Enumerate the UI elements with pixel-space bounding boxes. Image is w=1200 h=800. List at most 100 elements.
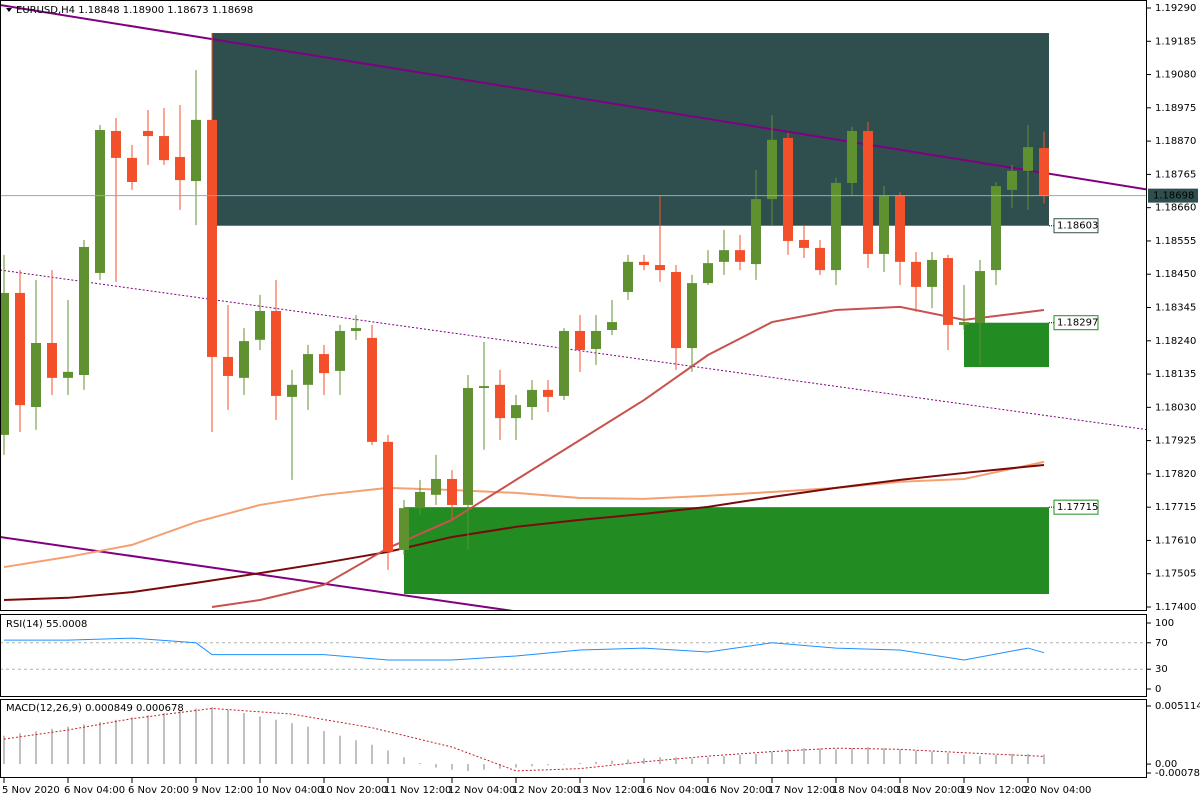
axes: 1.19290 1.19185 1.19080 1.18975 1.18870 1.187… [2,3,1200,796]
macd-bar [419,762,421,765]
macd-bar [323,731,325,765]
trend-line [0,4,1147,191]
y-tick-label: 1.19185 [1155,36,1196,47]
y-tick-label: 1.17610 [1155,535,1196,546]
macd-bar [403,757,405,765]
moving-average [3,464,1045,602]
candle-body [895,194,905,262]
candle-body [415,491,425,509]
macd-bar [755,753,757,765]
candle-body [655,265,665,271]
macd-bar [835,749,837,765]
candle-body [511,405,521,419]
candle-body [31,342,41,408]
macd-bar [1043,754,1045,765]
y-tick-label: 1.18030 [1155,402,1196,413]
macd-bar [67,726,69,765]
macd-bar [275,719,277,765]
y-tick-label: 1.18660 [1155,203,1196,214]
y-tick-label: 100 [1155,618,1174,629]
macd-bar [579,762,581,765]
candle-body [431,478,441,495]
rsi-line [4,637,1045,661]
y-tick-label: 30 [1155,664,1168,675]
candle-body [527,389,537,408]
macd-bar [387,750,389,765]
macd-frame [0,699,1147,778]
macd-bar [259,716,261,765]
candle-body [223,356,233,376]
main-frame [0,0,1147,611]
macd-bar [115,719,117,765]
y-tick-label: 1.18765 [1155,169,1196,180]
trend-line [0,536,521,611]
candle-body [111,130,121,158]
macd-bar [179,710,181,765]
macd-bar [803,748,805,765]
header-low: 1.18673 [167,5,208,16]
candle-body [591,330,601,350]
x-tick-label: 18 Nov 04:00 [832,785,899,796]
candle-body [447,478,457,505]
moving-average [211,305,1045,608]
candle-body [367,337,377,442]
macd-bar [227,709,229,765]
symbol: EURUSD,H4 [16,5,75,16]
header-close: 1.18698 [212,5,253,16]
candle-body [735,250,745,262]
candle-body [271,310,281,396]
macd-bar [691,758,693,765]
candle-body [831,182,841,271]
macd-bar [787,749,789,765]
candle-body [879,195,889,254]
candle-body [639,261,649,266]
macd-bar [1027,753,1029,765]
macd-bar [867,747,869,765]
macd-bar [339,735,341,765]
y-tick-label: -0.000786 [1155,768,1200,779]
macd-bar [211,707,213,765]
macd-bar [355,740,357,765]
macd-bar [83,724,85,765]
candle-body [15,292,25,406]
y-tick-label: 1.18240 [1155,336,1196,347]
candle-body [815,247,825,271]
candle-body [191,119,201,182]
menu-arrow[interactable] [6,8,12,12]
candle-body [607,322,617,331]
main-plot [0,4,1147,611]
x-tick-label: 17 Nov 12:00 [768,785,835,796]
header-open: 1.18848 [78,5,119,16]
x-tick-label: 12 Nov 20:00 [512,785,579,796]
candle-body [351,328,361,331]
candle-body [799,239,809,248]
y-tick-label: 1.17925 [1155,436,1196,447]
candle-body [0,292,9,435]
channel-line [0,269,1147,431]
last-price-box [1148,188,1198,203]
candle-body [255,310,265,340]
x-tick-label: 9 Nov 12:00 [192,785,253,796]
rsi-plot [0,637,1147,670]
macd-bar [851,748,853,765]
y-tick-label: 1.19290 [1155,3,1196,14]
macd-bar [931,751,933,765]
candle-body [463,388,473,505]
y-tick-label: 0 [1155,684,1161,695]
candle-body [495,384,505,419]
y-tick-label: 1.18975 [1155,103,1196,114]
candle-body [575,330,585,350]
y-tick-label: 70 [1155,638,1168,649]
x-tick-label: 18 Nov 20:00 [896,785,963,796]
zone [404,507,1049,595]
macd-bar [19,733,21,765]
macd-bar [3,735,5,765]
candle-body [623,261,633,292]
candle-body [911,261,921,287]
macd-bar [467,764,469,771]
candle-body [175,156,185,181]
candle-body [79,246,89,376]
macd-bar [643,758,645,765]
macd-bar [963,754,965,765]
x-tick-label: 10 Nov 20:00 [320,785,387,796]
